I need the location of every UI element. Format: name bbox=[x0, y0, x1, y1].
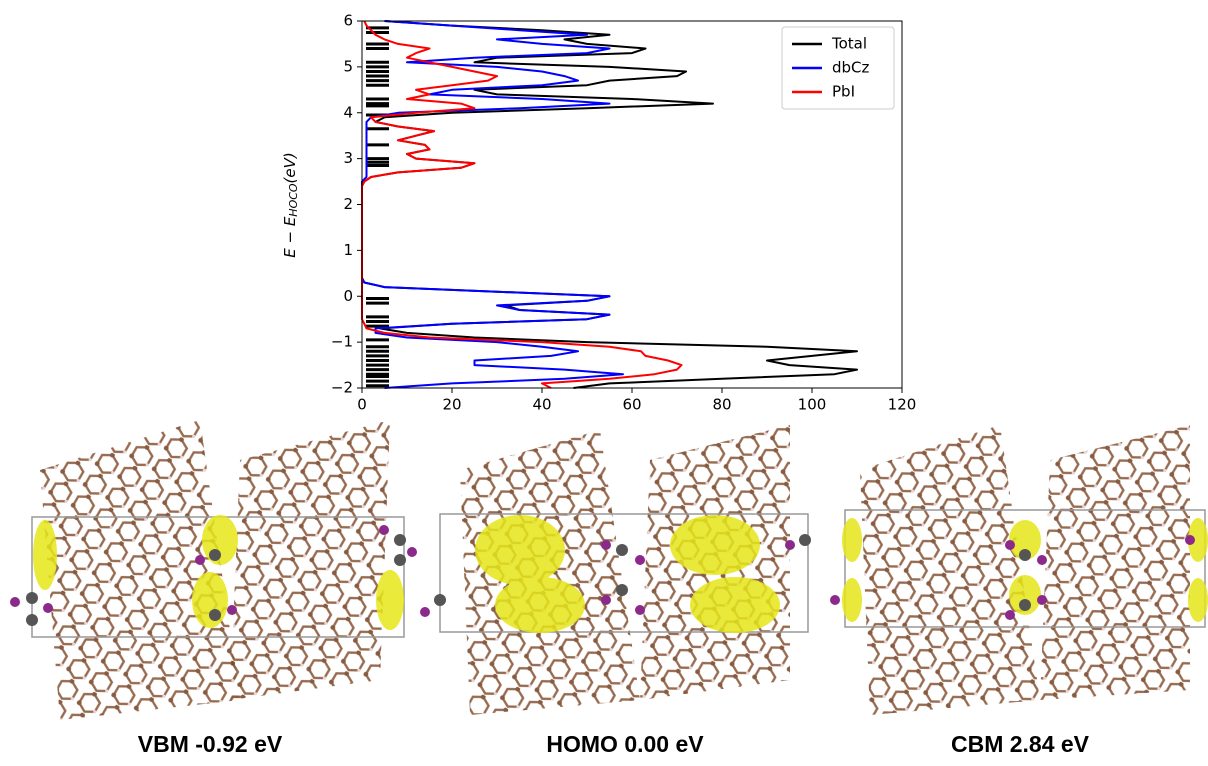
panel-homo: HOMO 0.00 eV bbox=[420, 425, 811, 757]
y-tick-label: 6 bbox=[343, 12, 353, 30]
panel-caption: VBM -0.92 eV bbox=[138, 731, 283, 757]
dos-line bbox=[361, 20, 683, 389]
y-tick-label: 0 bbox=[343, 287, 353, 305]
legend-box bbox=[781, 26, 895, 110]
legend-label: dbCz bbox=[832, 59, 870, 77]
y-axis-label: E − EHOCO(eV) bbox=[281, 152, 301, 258]
y-label-sub: HOCO bbox=[287, 183, 300, 217]
x-tick-label: 20 bbox=[442, 396, 461, 414]
x-tick-label: 60 bbox=[622, 396, 641, 414]
x-tick-label: 80 bbox=[712, 396, 731, 414]
x-tick-label: 120 bbox=[888, 396, 917, 414]
y-tick-label: 5 bbox=[343, 57, 353, 75]
x-tick-label: 0 bbox=[357, 396, 367, 414]
y-tick-label: 4 bbox=[343, 103, 353, 121]
panel-cbm: CBM 2.84 eV bbox=[830, 425, 1208, 757]
legend-label: PbI bbox=[832, 83, 855, 101]
y-tick-label: 2 bbox=[343, 195, 353, 213]
y-tick-label: 3 bbox=[343, 149, 353, 167]
panel-caption: CBM 2.84 eV bbox=[951, 731, 1090, 757]
panel-caption: HOMO 0.00 eV bbox=[546, 731, 704, 757]
y-tick-label: −2 bbox=[331, 379, 353, 397]
y-label-unit: (eV) bbox=[281, 152, 299, 183]
x-tick-label: 40 bbox=[532, 396, 551, 414]
y-label-main: E − E bbox=[281, 216, 299, 258]
dos-line bbox=[361, 20, 624, 389]
y-tick-label: −1 bbox=[331, 333, 353, 351]
panel-vbm: VBM -0.92 eV bbox=[10, 420, 417, 757]
y-tick-label: 1 bbox=[343, 241, 353, 259]
x-tick-label: 100 bbox=[798, 396, 827, 414]
legend: Total dbCz PbI bbox=[781, 26, 895, 110]
legend-label: Total bbox=[831, 35, 867, 53]
